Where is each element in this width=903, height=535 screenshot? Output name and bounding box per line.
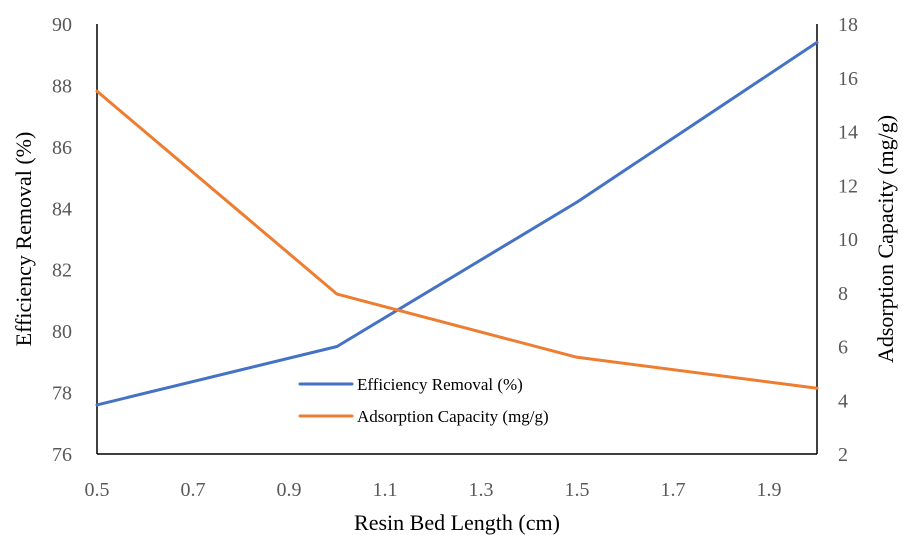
- left-y-tick-label: 80: [52, 321, 72, 343]
- x-tick-label: 0.9: [277, 479, 302, 501]
- x-tick-label: 0.7: [181, 479, 206, 501]
- x-axis-title: Resin Bed Length (cm): [354, 510, 560, 535]
- x-tick-label: 1.5: [565, 479, 590, 501]
- left-y-tick-label: 90: [52, 14, 72, 36]
- efficiency-series-line: [95, 40, 819, 407]
- right-y-tick-label: 2: [838, 444, 848, 466]
- legend-label-adsorption: Adsorption Capacity (mg/g): [357, 407, 549, 426]
- right-y-tick-label: 10: [838, 229, 858, 251]
- right-y-tick-labels: 2 4 6 8 10 12 14 16 18: [838, 14, 858, 466]
- legend-label-efficiency: Efficiency Removal (%): [357, 375, 523, 394]
- left-y-tick-label: 76: [52, 444, 72, 466]
- plot-area: [96, 24, 818, 455]
- right-y-tick-label: 4: [838, 390, 848, 412]
- x-tick-labels: 0.5 0.7 0.9 1.1 1.3 1.5 1.7 1.9: [85, 479, 782, 501]
- right-y-tick-label: 12: [838, 175, 858, 197]
- left-y-tick-labels: 76 78 80 82 84 86 88 90: [52, 14, 72, 466]
- right-y-axis-title: Adsorption Capacity (mg/g): [873, 115, 898, 363]
- legend: Efficiency Removal (%) Adsorption Capaci…: [298, 375, 549, 426]
- left-y-tick-label: 88: [52, 75, 72, 97]
- right-y-tick-label: 6: [838, 337, 848, 359]
- x-tick-label: 1.7: [661, 479, 686, 501]
- left-y-tick-label: 86: [52, 137, 72, 159]
- x-tick-label: 0.5: [85, 479, 110, 501]
- x-tick-label: 1.1: [373, 479, 398, 501]
- x-tick-label: 1.9: [757, 479, 782, 501]
- right-y-tick-label: 18: [838, 14, 858, 36]
- right-y-tick-label: 16: [838, 68, 858, 90]
- right-y-tick-label: 14: [838, 122, 858, 144]
- left-y-tick-label: 84: [52, 198, 72, 220]
- right-y-tick-label: 8: [838, 283, 848, 305]
- left-y-tick-label: 82: [52, 260, 72, 282]
- left-y-axis-title: Efficiency Removal (%): [11, 132, 36, 347]
- adsorption-series-line: [95, 89, 819, 390]
- left-y-tick-label: 78: [52, 383, 72, 405]
- x-tick-label: 1.3: [469, 479, 494, 501]
- series-layer: [95, 40, 819, 407]
